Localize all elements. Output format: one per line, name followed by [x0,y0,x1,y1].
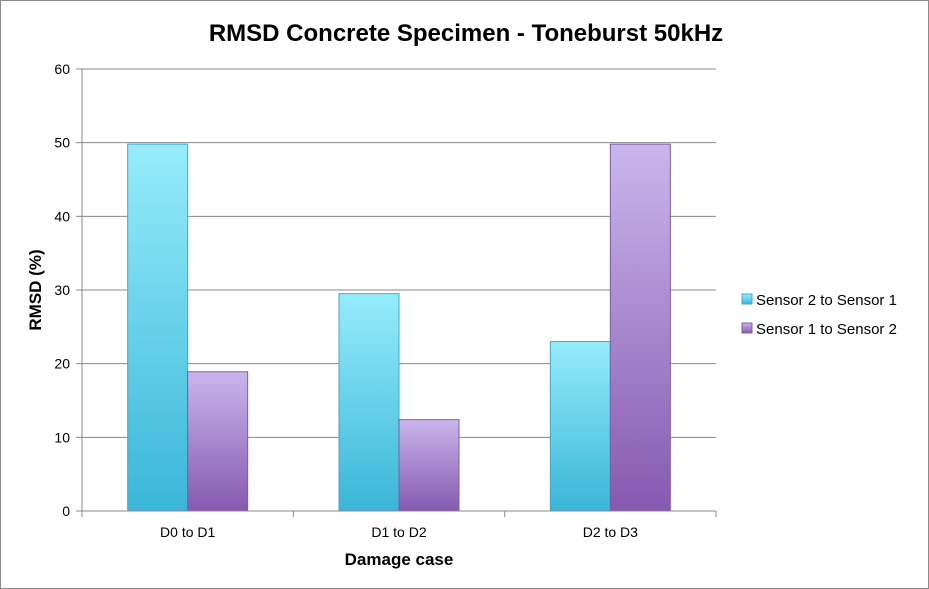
axes [81,69,717,517]
x-tick-label: D1 to D2 [371,524,426,540]
x-tick-labels: D0 to D1 D1 to D2 D2 to D3 [160,524,638,540]
y-tick-label: 30 [54,282,70,298]
y-tick-label: 10 [54,429,70,445]
legend-swatch-1 [741,293,753,305]
y-axis-title: RMSD (%) [26,249,45,330]
x-tick-label: D0 to D1 [160,524,215,540]
bar-1-3 [549,341,611,512]
legend-label-2: Sensor 1 to Sensor 2 [756,321,897,338]
bars [127,143,671,512]
legend-swatch-2 [741,322,753,334]
y-tick-label: 0 [62,503,70,519]
legend-label-1: Sensor 2 to Sensor 1 [756,292,897,309]
legend: Sensor 2 to Sensor 1 Sensor 1 to Sensor 2 [741,292,897,338]
x-axis-title: Damage case [345,550,454,569]
y-tick-label: 60 [54,61,70,77]
bar-1-1 [127,143,189,512]
y-tick-labels: 0 10 20 30 40 50 60 [54,61,70,519]
chart-title: RMSD Concrete Specimen - Toneburst 50kHz [209,20,723,47]
bar-1-2 [338,293,400,512]
bar-2-3 [609,143,671,512]
y-tick-label: 20 [54,356,70,372]
y-tick-label: 40 [54,208,70,224]
x-tick-label: D2 to D3 [583,524,638,540]
bar-2-2 [398,419,460,512]
y-tick-label: 50 [54,135,70,151]
bar-2-1 [187,371,249,512]
